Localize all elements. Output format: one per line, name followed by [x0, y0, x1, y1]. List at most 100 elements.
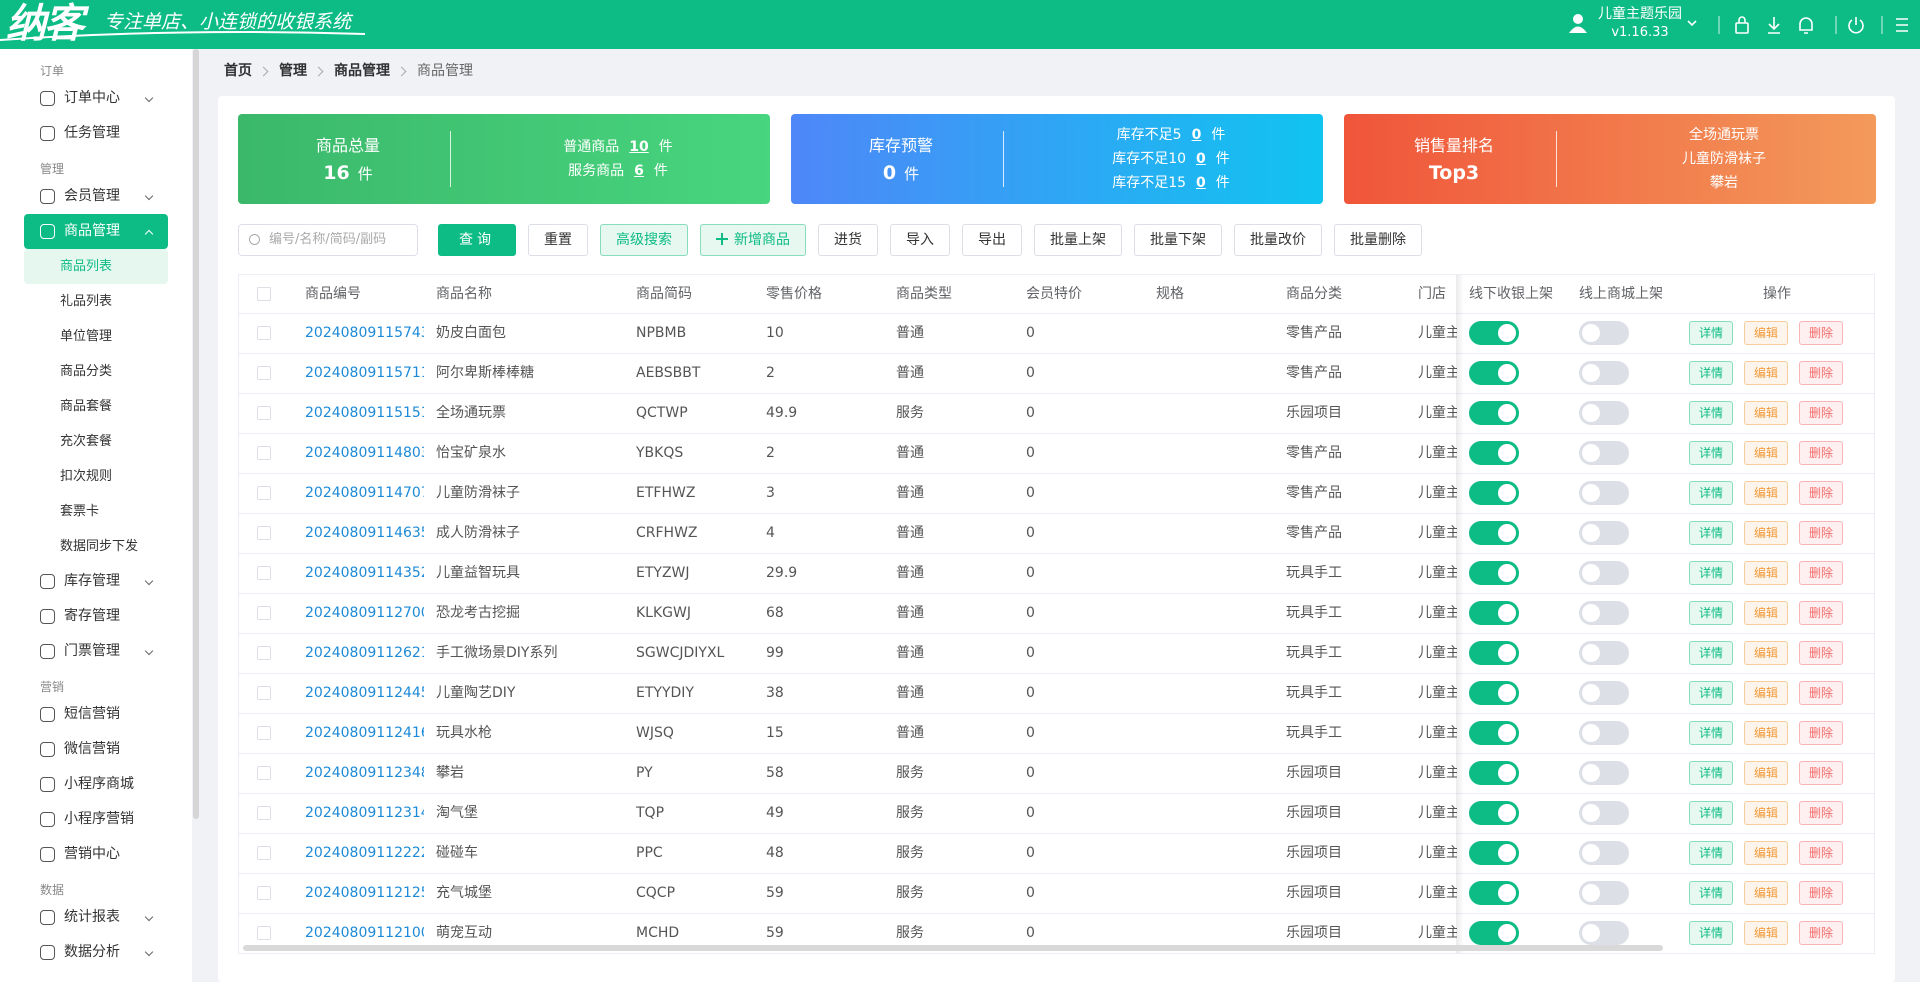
nav-item[interactable]: 寄存管理 [24, 599, 168, 634]
row-checkbox[interactable] [257, 326, 271, 340]
detail-value[interactable]: 0 [1196, 151, 1206, 167]
action-button[interactable]: 删除 [1799, 441, 1844, 465]
cell-code[interactable]: 20240809115711 [305, 365, 424, 381]
account-dropdown[interactable] [1687, 20, 1697, 27]
online-switch[interactable] [1579, 561, 1629, 585]
offline-switch[interactable] [1469, 361, 1519, 385]
row-checkbox[interactable] [257, 366, 271, 380]
horizontal-scrollbar[interactable] [243, 945, 1663, 951]
nav-subitem[interactable]: 商品套餐 [60, 399, 113, 414]
online-switch[interactable] [1579, 441, 1629, 465]
action-button[interactable]: 删除 [1799, 561, 1844, 585]
crumb-item[interactable]: 首页 [224, 63, 252, 79]
action-button[interactable]: 详情 [1689, 801, 1734, 825]
offline-switch[interactable] [1469, 921, 1519, 945]
action-button[interactable]: 删除 [1799, 841, 1844, 865]
action-button[interactable]: 详情 [1689, 881, 1734, 905]
offline-switch[interactable] [1469, 721, 1519, 745]
offline-switch[interactable] [1469, 601, 1519, 625]
action-button[interactable]: 删除 [1799, 601, 1844, 625]
offline-switch[interactable] [1469, 881, 1519, 905]
action-button[interactable]: 删除 [1799, 681, 1844, 705]
crumb-item[interactable]: 管理 [279, 63, 307, 79]
offline-switch[interactable] [1469, 681, 1519, 705]
cell-code[interactable]: 20240809112700 [305, 605, 424, 621]
cell-code[interactable]: 20240809114707 [305, 485, 424, 501]
nav-item[interactable]: 小程序营销 [24, 802, 168, 837]
offline-switch[interactable] [1469, 401, 1519, 425]
cell-code[interactable]: 20240809114635 [305, 525, 424, 541]
search-input[interactable]: 编号/名称/简码/副码 [238, 224, 418, 256]
action-button[interactable]: 详情 [1689, 761, 1734, 785]
store-name[interactable]: 儿童主题乐园 [1598, 6, 1682, 22]
select-all-checkbox[interactable] [257, 287, 271, 301]
offline-switch[interactable] [1469, 761, 1519, 785]
cell-code[interactable]: 20240809112621 [305, 645, 424, 661]
row-checkbox[interactable] [257, 806, 271, 820]
nav-item[interactable]: 短信营销 [24, 697, 168, 732]
nav-subitem[interactable]: 扣次规则 [60, 469, 113, 484]
row-checkbox[interactable] [257, 406, 271, 420]
offline-switch[interactable] [1469, 561, 1519, 585]
online-switch[interactable] [1579, 601, 1629, 625]
action-button[interactable]: 删除 [1799, 481, 1844, 505]
row-checkbox[interactable] [257, 686, 271, 700]
bell-icon[interactable] [1799, 17, 1813, 34]
action-button[interactable]: 删除 [1799, 641, 1844, 665]
row-checkbox[interactable] [257, 646, 271, 660]
online-switch[interactable] [1579, 361, 1629, 385]
row-checkbox[interactable] [257, 446, 271, 460]
nav-item[interactable]: 微信营销 [24, 732, 168, 767]
online-switch[interactable] [1579, 801, 1629, 825]
cell-code[interactable]: 20240809114352 [305, 565, 424, 581]
action-button[interactable]: 编辑 [1744, 801, 1789, 825]
action-button[interactable]: 详情 [1689, 921, 1734, 945]
nav-subitem[interactable]: 充次套餐 [60, 434, 113, 449]
action-button[interactable]: 编辑 [1744, 761, 1789, 785]
nav-item[interactable]: 任务管理 [24, 116, 168, 151]
online-switch[interactable] [1579, 521, 1629, 545]
toolbar-button[interactable]: 导入 [890, 224, 950, 256]
action-button[interactable]: 详情 [1689, 721, 1734, 745]
nav-item[interactable]: 会员管理 [24, 179, 168, 214]
action-button[interactable]: 详情 [1689, 481, 1734, 505]
crumb-item[interactable]: 商品管理 [334, 63, 390, 79]
cell-code[interactable]: 20240809112125 [305, 885, 424, 901]
toolbar-button[interactable]: 重置 [528, 224, 588, 256]
row-checkbox[interactable] [257, 526, 271, 540]
cell-code[interactable]: 20240809112416 [305, 725, 424, 741]
sidebar-scrollbar[interactable] [193, 49, 199, 819]
action-button[interactable]: 详情 [1689, 401, 1734, 425]
action-button[interactable]: 详情 [1689, 601, 1734, 625]
action-button[interactable]: 详情 [1689, 441, 1734, 465]
offline-switch[interactable] [1469, 441, 1519, 465]
row-checkbox[interactable] [257, 766, 271, 780]
action-button[interactable]: 编辑 [1744, 721, 1789, 745]
offline-switch[interactable] [1469, 841, 1519, 865]
action-button[interactable]: 编辑 [1744, 601, 1789, 625]
online-switch[interactable] [1579, 921, 1629, 945]
nav-subitem[interactable]: 商品分类 [60, 364, 113, 379]
action-button[interactable]: 详情 [1689, 521, 1734, 545]
detail-value[interactable]: 6 [634, 163, 644, 179]
action-button[interactable]: 详情 [1689, 561, 1734, 585]
action-button[interactable]: 删除 [1799, 321, 1844, 345]
action-button[interactable]: 编辑 [1744, 401, 1789, 425]
action-button[interactable]: 详情 [1689, 841, 1734, 865]
toolbar-button[interactable]: 高级搜索 [600, 224, 688, 256]
action-button[interactable]: 编辑 [1744, 681, 1789, 705]
cell-code[interactable]: 20240809112445 [305, 685, 424, 701]
offline-switch[interactable] [1469, 481, 1519, 505]
user-icon[interactable] [1568, 12, 1588, 34]
online-switch[interactable] [1579, 881, 1629, 905]
nav-subitem[interactable]: 商品列表 [24, 249, 168, 284]
cell-code[interactable]: 20240809112314 [305, 805, 424, 821]
action-button[interactable]: 删除 [1799, 721, 1844, 745]
action-button[interactable]: 删除 [1799, 761, 1844, 785]
toolbar-button[interactable]: 批量上架 [1034, 224, 1122, 256]
action-button[interactable]: 编辑 [1744, 441, 1789, 465]
toolbar-button[interactable]: 批量下架 [1134, 224, 1222, 256]
row-checkbox[interactable] [257, 886, 271, 900]
action-button[interactable]: 编辑 [1744, 841, 1789, 865]
online-switch[interactable] [1579, 321, 1629, 345]
